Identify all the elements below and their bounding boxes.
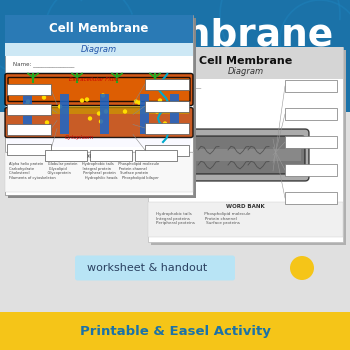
- Text: Cell Membrane: Cell Membrane: [49, 22, 149, 35]
- Circle shape: [99, 119, 103, 124]
- Bar: [45, 150, 87, 161]
- Bar: [285, 136, 337, 148]
- Bar: [151, 50, 346, 245]
- Circle shape: [45, 120, 49, 125]
- Text: worksheet & handout: worksheet & handout: [87, 263, 207, 273]
- Circle shape: [104, 109, 108, 114]
- Circle shape: [88, 116, 92, 121]
- Circle shape: [85, 97, 89, 102]
- Bar: [135, 150, 177, 161]
- Bar: [145, 145, 189, 155]
- Bar: [166, 149, 301, 161]
- Bar: [148, 202, 343, 237]
- Bar: [285, 108, 337, 120]
- Circle shape: [163, 121, 167, 126]
- Bar: [0, 312, 350, 350]
- Bar: [148, 47, 343, 242]
- Circle shape: [101, 93, 105, 98]
- Text: Alpha helix protein    Globular protein    Hydrophobic tails    Phospholipid mol: Alpha helix protein Globular protein Hyd…: [9, 162, 159, 180]
- Circle shape: [134, 99, 138, 104]
- Text: WORD BANK: WORD BANK: [226, 203, 265, 209]
- Text: Cell Membrane: Cell Membrane: [199, 56, 292, 66]
- Bar: [5, 15, 193, 195]
- Bar: [148, 47, 343, 79]
- Bar: [145, 78, 189, 90]
- Bar: [9, 105, 189, 113]
- Bar: [285, 80, 337, 92]
- Text: WORD BANK: WORD BANK: [77, 154, 121, 159]
- Bar: [5, 43, 193, 56]
- Text: Name: ___________: Name: ___________: [156, 82, 201, 88]
- Text: Diagram: Diagram: [228, 68, 264, 77]
- Bar: [0, 0, 350, 112]
- Bar: [170, 93, 179, 133]
- FancyBboxPatch shape: [5, 74, 193, 105]
- Bar: [7, 124, 51, 134]
- Bar: [140, 93, 149, 133]
- Text: Cytoplasm: Cytoplasm: [64, 134, 94, 140]
- Circle shape: [155, 109, 159, 114]
- Circle shape: [158, 98, 162, 103]
- Circle shape: [80, 98, 84, 103]
- Circle shape: [42, 95, 46, 100]
- Bar: [145, 122, 189, 133]
- FancyBboxPatch shape: [5, 107, 193, 138]
- FancyBboxPatch shape: [8, 77, 190, 101]
- FancyBboxPatch shape: [160, 136, 305, 174]
- Circle shape: [26, 99, 30, 104]
- FancyBboxPatch shape: [156, 129, 309, 181]
- Bar: [5, 15, 193, 43]
- Bar: [7, 104, 51, 114]
- Bar: [7, 110, 191, 147]
- Bar: [23, 93, 32, 133]
- Bar: [285, 164, 337, 176]
- Bar: [90, 150, 132, 161]
- Bar: [7, 144, 51, 154]
- Bar: [5, 152, 193, 192]
- Circle shape: [97, 111, 101, 116]
- Bar: [7, 84, 51, 94]
- FancyBboxPatch shape: [75, 256, 235, 280]
- Bar: [0, 112, 350, 312]
- Bar: [145, 100, 189, 112]
- Text: Extracellular Fluid: Extracellular Fluid: [69, 77, 119, 82]
- Text: Name: _______________: Name: _______________: [13, 61, 74, 67]
- Circle shape: [290, 256, 314, 280]
- Text: Printable & Easel Activity: Printable & Easel Activity: [79, 324, 271, 337]
- Circle shape: [145, 103, 149, 108]
- Bar: [285, 192, 337, 204]
- Text: Hydrophobic tails          Phospholipid molecule
Integral proteins            Pr: Hydrophobic tails Phospholipid molecule …: [156, 212, 250, 225]
- Circle shape: [25, 102, 29, 107]
- Circle shape: [137, 100, 141, 105]
- Bar: [7, 72, 191, 110]
- Bar: [8, 18, 196, 198]
- Circle shape: [123, 109, 127, 114]
- Bar: [100, 93, 109, 133]
- Text: Cell Membrane: Cell Membrane: [17, 17, 333, 53]
- Circle shape: [26, 106, 30, 111]
- Text: Diagram: Diagram: [81, 45, 117, 54]
- Circle shape: [58, 104, 62, 109]
- Bar: [60, 93, 69, 133]
